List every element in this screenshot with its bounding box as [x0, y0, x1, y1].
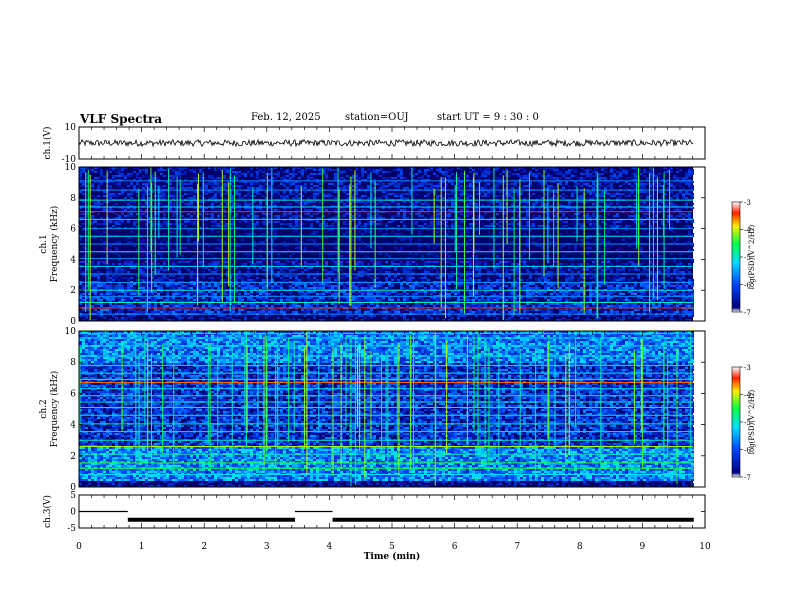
y-tick-label: -10	[62, 155, 77, 165]
spectrogram-ch1-spectrogram	[79, 167, 694, 321]
y-tick-label: 10	[65, 327, 77, 337]
colorbar-tick-label: -7	[744, 309, 751, 317]
y-tick-label: 2	[70, 286, 76, 296]
y-axis-label: ch.3(V)	[42, 495, 53, 528]
y-axis-label: ch.1(V)	[42, 127, 53, 160]
colorbar-tick-label: -6	[744, 282, 751, 290]
station-label: station=OUJ	[345, 112, 409, 123]
colorbar-label: log(PSD)(V^2/Hz)	[748, 224, 756, 289]
x-tick-label: 3	[264, 542, 270, 552]
y-tick-label: -5	[67, 524, 76, 534]
colorbar-tick-label: -5	[744, 419, 751, 427]
start-time-label: start UT = 9 : 30 : 0	[437, 112, 539, 123]
colorbar-tick-label: -4	[744, 227, 751, 235]
trace-ch3-voltage	[79, 510, 694, 522]
colorbar-tick-label: -4	[744, 392, 751, 400]
x-tick-label: 5	[389, 542, 395, 552]
colorbar-tick-label: -7	[744, 474, 751, 482]
y-tick-label: 0	[70, 317, 76, 327]
y-tick-label: 5	[70, 491, 76, 501]
y-tick-label: 2	[70, 452, 76, 462]
y-axis-label: Frequency (kHz)	[49, 206, 60, 283]
colorbar-tick-label: -3	[744, 364, 751, 372]
x-tick-label: 9	[640, 542, 646, 552]
x-tick-label: 2	[201, 542, 207, 552]
chart-title: VLF Spectra	[80, 112, 162, 126]
date-label: Feb. 12, 2025	[251, 112, 321, 123]
colorbar-ch1-spectrogram	[731, 201, 741, 313]
x-tick-label: 0	[76, 542, 82, 552]
y-tick-label: 4	[70, 421, 76, 431]
x-tick-label: 10	[699, 542, 711, 552]
y-tick-label: 6	[70, 225, 76, 235]
y-tick-label: 0	[70, 483, 76, 493]
x-tick-label: 8	[577, 542, 583, 552]
y-tick-label: 4	[70, 255, 76, 265]
trace-ch1-voltage	[78, 138, 694, 148]
y-tick-label: 10	[65, 163, 77, 173]
colorbar-tick-label: -5	[744, 254, 751, 262]
y-axis-label: Frequency (kHz)	[49, 371, 60, 448]
y-tick-label: 8	[70, 358, 76, 368]
y-tick-label: 6	[70, 389, 76, 399]
voltage-trace	[78, 138, 694, 148]
colorbar-tick-label: -6	[744, 447, 751, 455]
y-tick-label: 10	[65, 123, 77, 133]
x-axis-label: Time (min)	[364, 551, 421, 562]
y-axis-label: ch.2	[39, 399, 49, 418]
x-tick-label: 1	[139, 542, 145, 552]
colorbar-ch2-spectrogram	[731, 366, 741, 478]
colorbar-tick-label: -3	[744, 199, 751, 207]
y-tick-label: 0	[70, 508, 76, 518]
x-tick-label: 4	[327, 542, 333, 552]
spectrogram-ch2-spectrogram	[79, 331, 694, 487]
y-tick-label: 8	[70, 194, 76, 204]
x-tick-label: 6	[452, 542, 458, 552]
colorbar-label: log(PSD)(V^2/Hz)	[748, 389, 756, 454]
x-tick-label: 7	[514, 542, 520, 552]
y-axis-label: ch.1	[39, 234, 49, 253]
